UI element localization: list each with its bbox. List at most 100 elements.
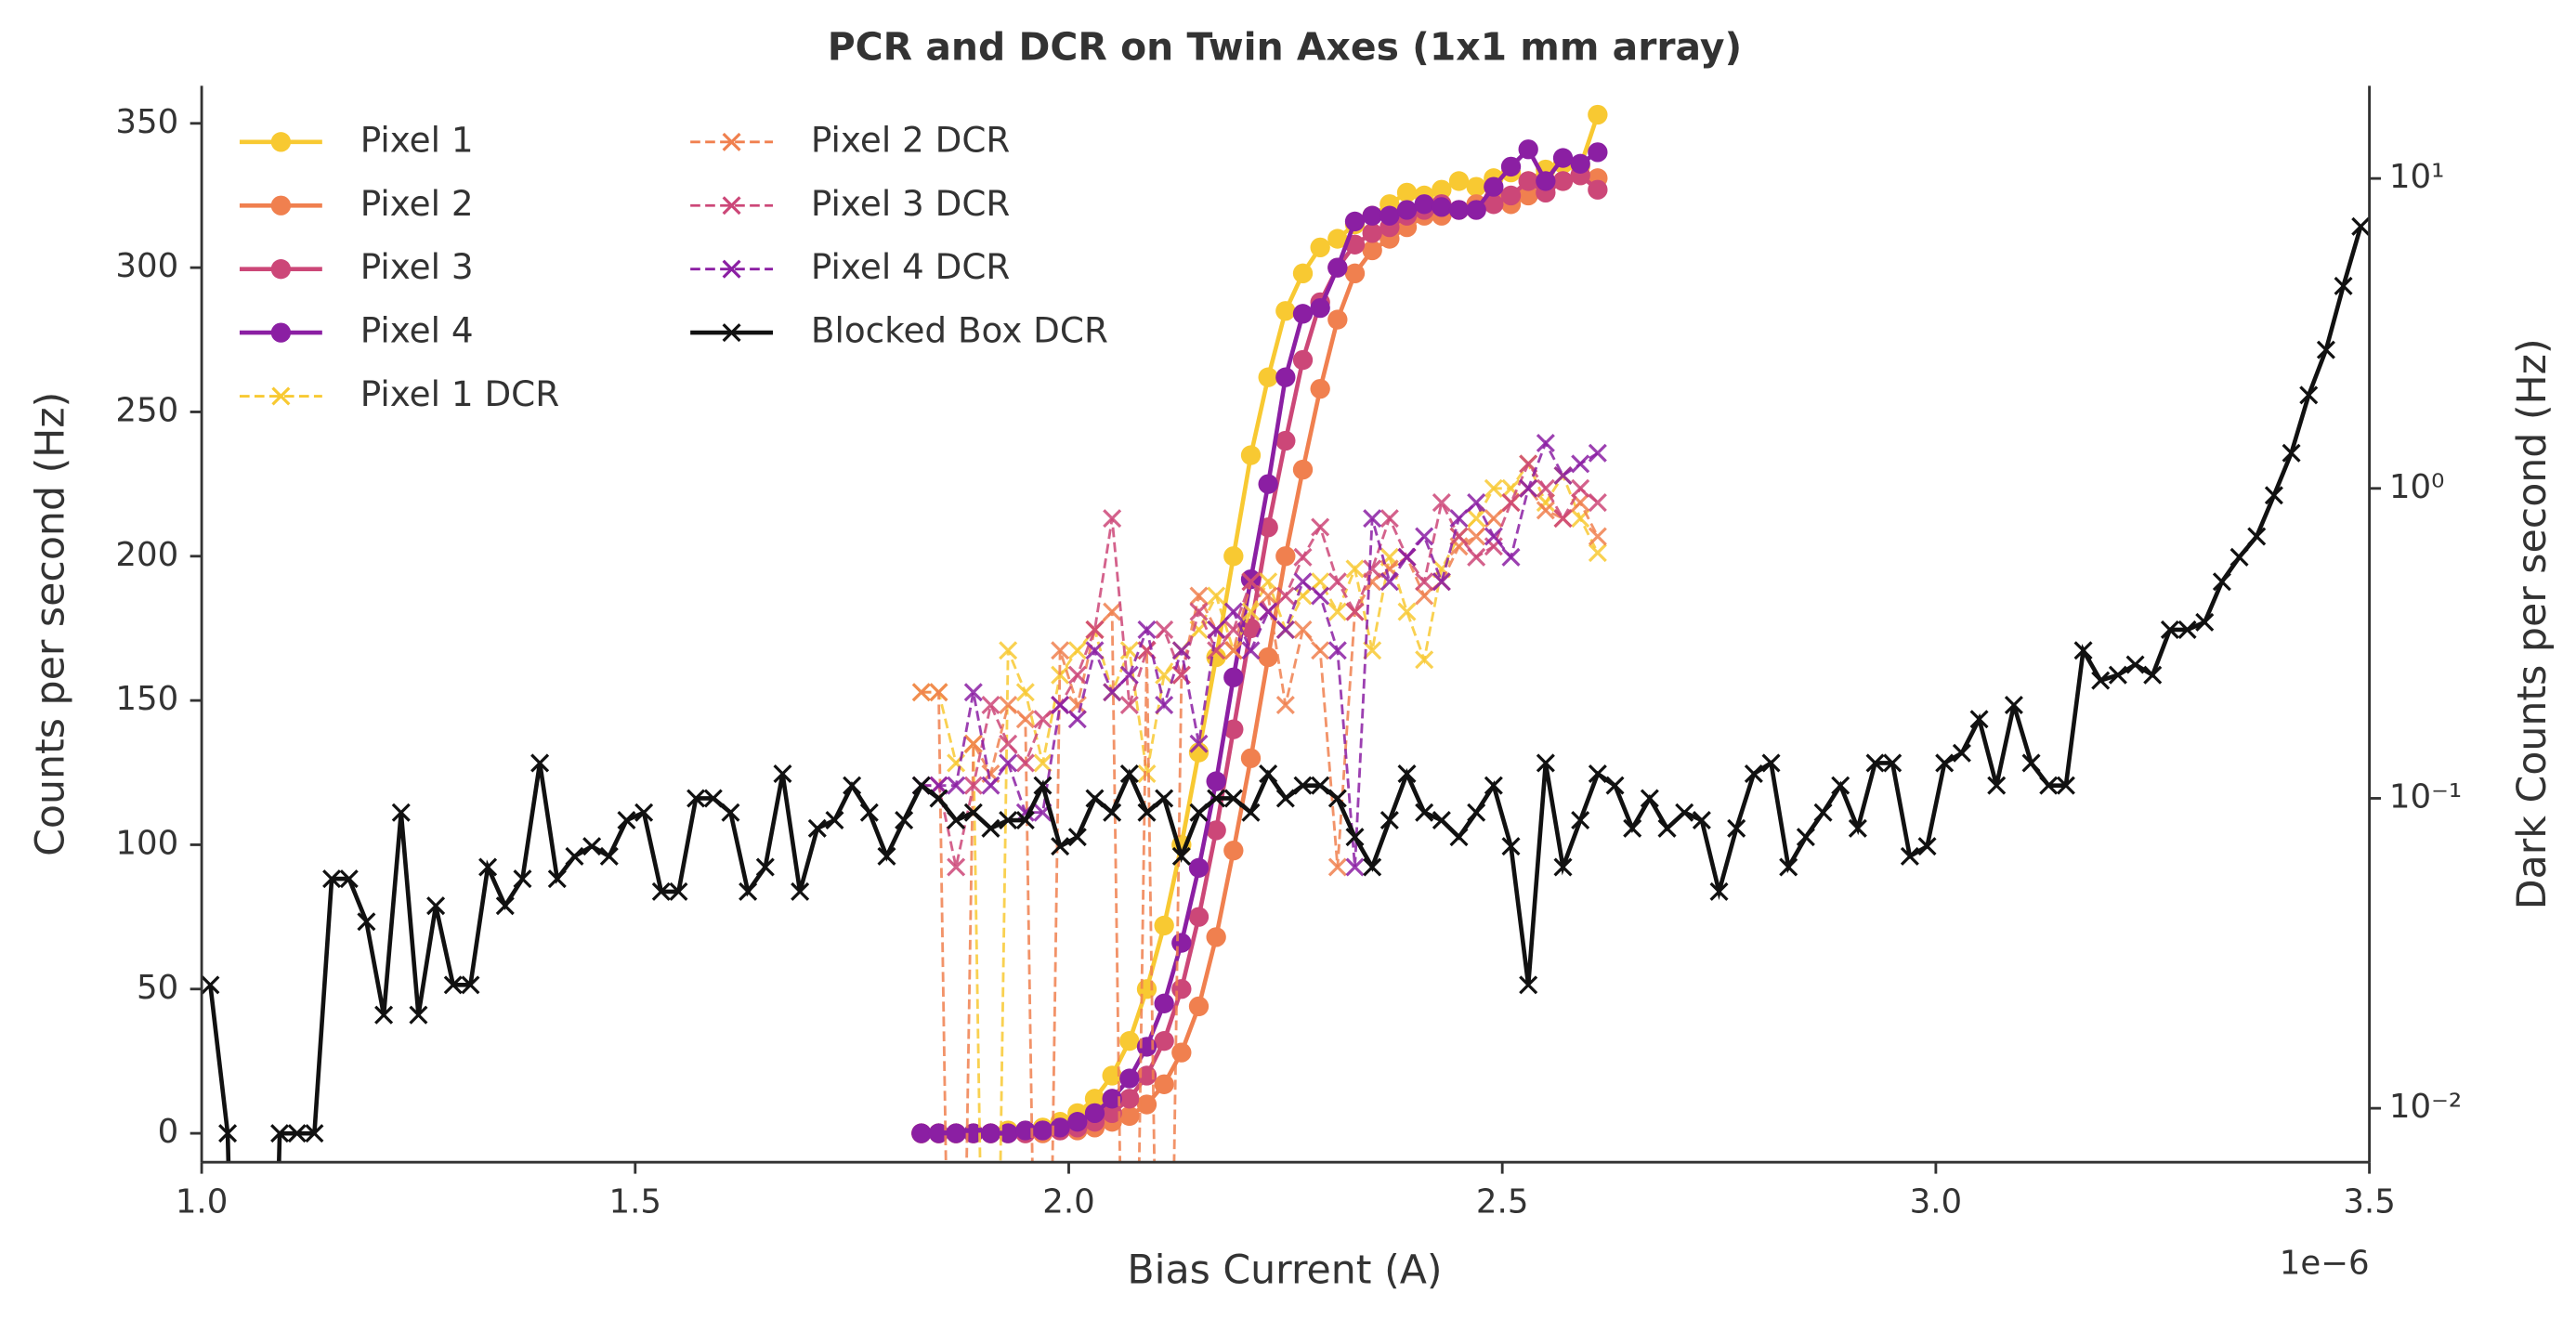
legend-label: Pixel 1 DCR	[360, 373, 559, 414]
x-tick-label: 3.5	[2343, 1183, 2396, 1221]
point	[1188, 857, 1210, 878]
point	[357, 912, 376, 932]
point	[1501, 837, 1521, 856]
point	[1501, 547, 1521, 567]
point	[1432, 197, 1452, 217]
point	[1448, 171, 1470, 191]
point	[1154, 993, 1174, 1013]
point	[1397, 764, 1417, 784]
point	[2282, 443, 2301, 463]
point	[270, 1124, 290, 1143]
point	[2108, 665, 2127, 685]
point	[1103, 683, 1122, 702]
point	[339, 869, 359, 889]
point	[1015, 1120, 1036, 1141]
point	[1848, 818, 1867, 838]
point	[495, 896, 515, 916]
point	[686, 789, 706, 808]
x-tick-label: 3.0	[1910, 1183, 1963, 1221]
point	[1900, 846, 1919, 866]
point	[2212, 572, 2231, 592]
y-tick-label: 250	[115, 391, 178, 429]
point	[1259, 764, 1278, 784]
point	[2177, 620, 2197, 639]
point	[478, 857, 498, 877]
point	[1207, 586, 1226, 606]
point	[1275, 430, 1296, 451]
point	[1466, 200, 1486, 220]
point	[1085, 641, 1105, 660]
point	[1067, 1112, 1088, 1132]
x-axis-label: Bias Current (A)	[1127, 1247, 1442, 1294]
point	[1293, 547, 1313, 567]
point	[1571, 478, 1590, 498]
point	[1588, 493, 1607, 513]
point	[634, 803, 654, 822]
point	[843, 776, 862, 795]
point	[1310, 297, 1330, 319]
point	[1519, 478, 1538, 498]
point	[1259, 572, 1278, 592]
point	[322, 869, 342, 889]
point	[963, 1123, 984, 1143]
point	[1553, 465, 1573, 486]
legend-label: Pixel 1	[360, 119, 474, 160]
point	[1311, 517, 1330, 537]
point	[1363, 641, 1382, 660]
x-tick-label: 1.0	[176, 1183, 229, 1221]
point	[1293, 586, 1313, 606]
point	[1397, 602, 1417, 621]
point	[999, 696, 1018, 715]
point	[1588, 104, 1608, 125]
point	[1917, 837, 1937, 856]
point	[1432, 810, 1451, 830]
point	[1155, 696, 1174, 715]
point	[998, 1123, 1018, 1143]
point	[1553, 857, 1573, 877]
point	[1363, 857, 1382, 877]
point	[1223, 667, 1244, 687]
point	[669, 882, 688, 901]
point	[270, 132, 292, 152]
point	[1189, 586, 1209, 606]
point	[1345, 857, 1365, 877]
point	[1327, 309, 1348, 330]
point	[270, 322, 292, 343]
point	[2039, 776, 2059, 795]
point	[1223, 546, 1244, 567]
point	[963, 776, 983, 795]
point	[1051, 665, 1070, 685]
point	[1051, 641, 1070, 660]
point	[1154, 915, 1174, 936]
point	[1292, 349, 1314, 371]
point	[1345, 602, 1365, 621]
point	[1327, 229, 1348, 249]
point	[1119, 641, 1139, 660]
point	[1293, 572, 1313, 592]
point	[1484, 478, 1503, 498]
point	[391, 803, 411, 822]
point	[1241, 803, 1261, 822]
point	[1467, 803, 1486, 822]
series-line	[921, 145, 1600, 1136]
point	[911, 1123, 932, 1143]
point	[1448, 200, 1470, 220]
point	[1258, 367, 1278, 387]
point	[1171, 979, 1192, 999]
point	[1067, 641, 1087, 660]
point	[1015, 683, 1035, 702]
point	[1415, 572, 1434, 592]
point	[1345, 559, 1365, 579]
point	[1415, 803, 1434, 822]
point	[1067, 665, 1087, 685]
point	[1675, 803, 1694, 822]
point	[1467, 493, 1486, 513]
point	[2160, 620, 2179, 639]
point	[2334, 276, 2353, 295]
point	[1518, 171, 1538, 191]
point	[1310, 237, 1330, 258]
point	[722, 196, 741, 215]
point	[1570, 153, 1590, 174]
point	[1501, 478, 1521, 498]
point	[1275, 546, 1296, 567]
